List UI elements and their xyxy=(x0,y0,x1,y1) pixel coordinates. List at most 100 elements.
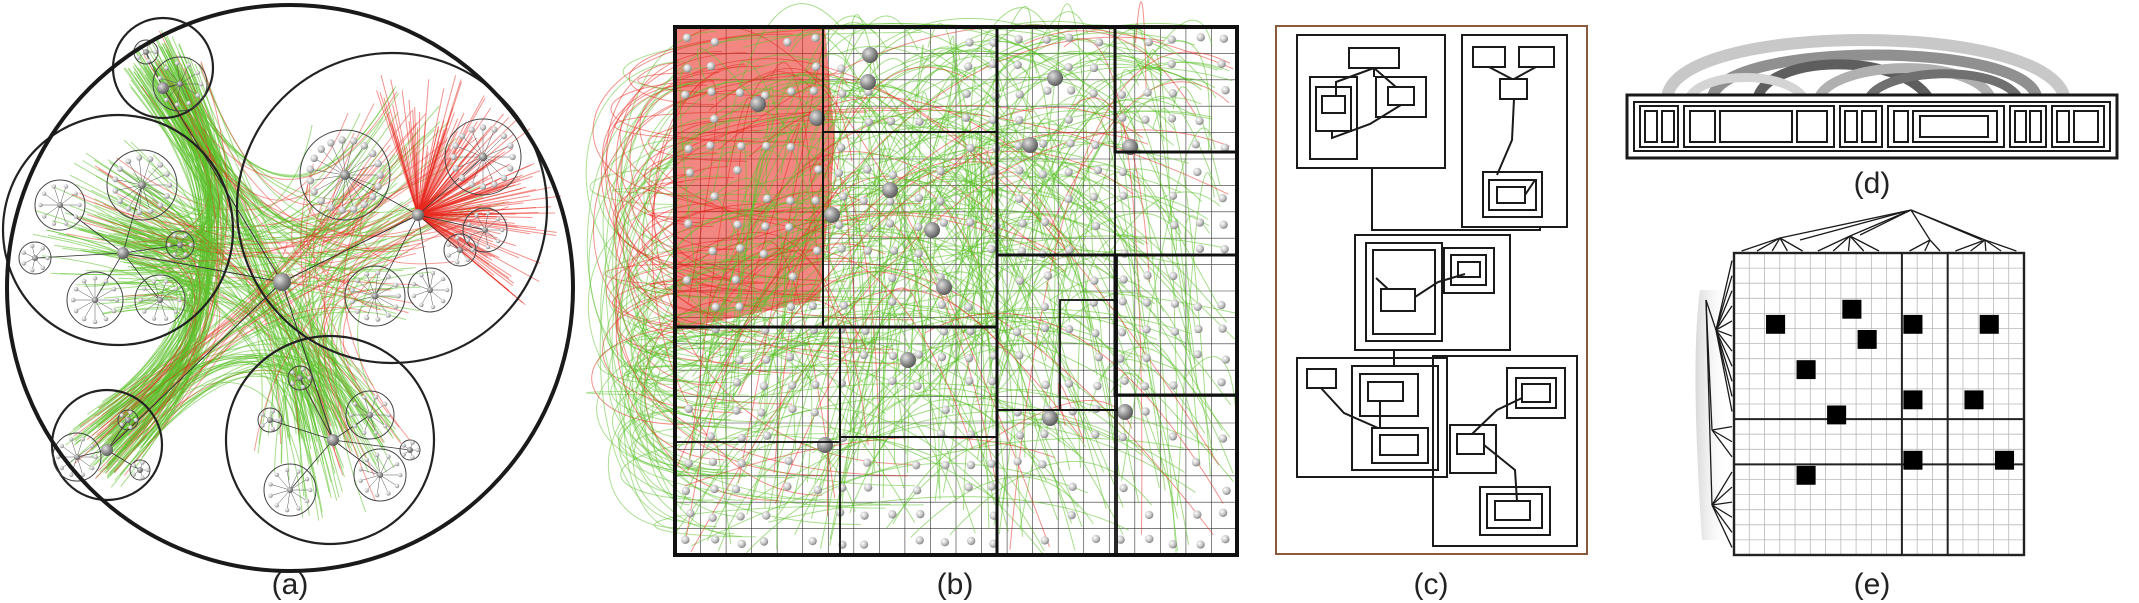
panel-b-leaf-node xyxy=(936,166,945,176)
panel-a-leaf-edge xyxy=(94,299,115,312)
panel-c-cluster xyxy=(1449,424,1497,474)
panel-b-edge xyxy=(627,216,799,374)
panel-b-leaf-node xyxy=(1119,483,1128,493)
panel-b-edge xyxy=(751,121,1210,226)
panel-a-edge xyxy=(404,148,419,216)
panel-b-leaf-node xyxy=(863,458,872,467)
panel-a-leaf-edge xyxy=(286,469,291,491)
panel-a-leaf-node xyxy=(174,102,180,108)
panel-a-leaf-node xyxy=(128,410,133,415)
panel-b-leaf-node xyxy=(736,141,746,151)
panel-a-leaf-node xyxy=(310,154,318,163)
panel-a-leaf-node xyxy=(338,206,346,214)
panel-a-spoke xyxy=(417,214,486,231)
panel-c-node xyxy=(1472,46,1506,68)
panel-b-edge xyxy=(692,58,1220,466)
panel-a-leaf-node xyxy=(173,309,178,314)
panel-a-subhub-node xyxy=(32,255,38,261)
panel-a-subhub-node xyxy=(177,242,183,248)
panel-b-edge xyxy=(602,65,764,228)
panel-b-leaf-node xyxy=(1067,510,1076,520)
panel-b-leaf-node xyxy=(735,302,744,311)
panel-a-leaf-edge xyxy=(59,204,67,224)
panel-b-leaf-node xyxy=(940,538,950,547)
panel-b-leaf-node xyxy=(859,350,869,360)
panel-a-edge xyxy=(73,249,374,437)
panel-a-edge xyxy=(90,200,354,445)
panel-a-leaf-node xyxy=(145,467,150,473)
panel-a-leaf-node xyxy=(410,440,415,445)
panel-b-leaf-node xyxy=(966,143,975,153)
panel-c-node xyxy=(1518,46,1555,68)
panel-a-leaf-node xyxy=(373,430,378,436)
panel-d-leaf xyxy=(1861,110,1877,143)
panel-a-leaf-edge xyxy=(363,397,371,416)
panel-a-leaf-edge xyxy=(76,439,84,458)
panel-a-edge xyxy=(99,195,196,290)
panel-b-leaf-node xyxy=(1064,324,1074,334)
panel-b-edge xyxy=(690,207,1143,289)
panel-b-leaf-node xyxy=(1089,192,1099,201)
panel-b-leaf-node xyxy=(914,350,924,359)
panel-b-edge xyxy=(698,98,836,334)
panel-b-leaf-node xyxy=(1217,378,1226,387)
panel-a-edge xyxy=(417,144,468,216)
panel-b-edge xyxy=(687,96,757,471)
panel-b-edge xyxy=(718,24,1234,150)
panel-b-edge xyxy=(1103,191,1221,263)
panel-a-leaf-node xyxy=(128,425,133,430)
panel-a-leaf-edge xyxy=(94,288,115,301)
panel-a-leaf-node xyxy=(21,250,26,255)
panel-a-edge xyxy=(417,118,459,216)
panel-a-leaf-edge xyxy=(159,299,167,319)
panel-b-leaf-node xyxy=(1013,457,1022,466)
panel-b-leaf-node xyxy=(762,194,772,203)
panel-b-leaf-node xyxy=(682,276,692,285)
caption-d: (d) xyxy=(1854,167,1891,200)
panel-a-leaf-edge xyxy=(374,284,396,297)
panel-c-node xyxy=(1457,261,1481,278)
panel-e-tree-branch xyxy=(1705,299,1717,331)
panel-c-node xyxy=(1494,500,1531,521)
panel-b-leaf-node xyxy=(684,459,693,468)
panel-b-edge xyxy=(949,461,1153,536)
panel-c xyxy=(1275,25,1588,555)
panel-a-leaf-edge xyxy=(330,174,346,208)
panel-a-hub-node xyxy=(117,247,129,259)
panel-a-leaf-edge xyxy=(344,174,373,197)
panel-b-edge xyxy=(863,316,1186,478)
panel-a-edge xyxy=(417,184,516,216)
panel-b-leaf-node xyxy=(966,536,976,546)
panel-b-edge xyxy=(1024,27,1173,230)
panel-c-node xyxy=(1306,368,1337,389)
panel-b-edge xyxy=(1009,6,1032,163)
panel-b-edge xyxy=(1023,256,1073,281)
panel-b-leaf-node xyxy=(731,275,741,285)
panel-a-leaf-edge xyxy=(128,161,143,186)
panel-b-leaf-node xyxy=(710,37,720,47)
panel-b-leaf-node xyxy=(1040,429,1049,439)
panel-b-edge xyxy=(745,353,916,523)
panel-b-leaf-node xyxy=(1015,194,1024,203)
panel-a-edge xyxy=(291,224,371,264)
panel-a-edge xyxy=(417,186,527,216)
panel-c-node xyxy=(1321,95,1346,114)
panel-a-leaf-node xyxy=(77,202,82,208)
panel-a-leaf-edge xyxy=(179,83,198,96)
panel-b-leaf-node xyxy=(1142,353,1151,363)
panel-a-leaf-node xyxy=(374,159,382,168)
panel-b-edge xyxy=(838,45,1223,431)
panel-b-leaf-node xyxy=(1068,407,1077,416)
panel-b-edge xyxy=(628,27,884,105)
panel-a-leaf-edge xyxy=(76,445,93,458)
panel-b-leaf-node xyxy=(1015,115,1024,125)
panel-a-edge xyxy=(74,226,193,445)
panel-a-leaf-node xyxy=(177,297,182,303)
panel-b-edge xyxy=(957,51,1163,275)
panel-b-edge xyxy=(615,81,716,326)
panel-a-subhub-node xyxy=(138,181,146,189)
panel-a-leaf-node xyxy=(411,293,417,299)
panel-b-edge xyxy=(1146,49,1179,434)
panel-a-leaf-node xyxy=(479,183,487,190)
panel-a-hub-node xyxy=(101,444,113,456)
